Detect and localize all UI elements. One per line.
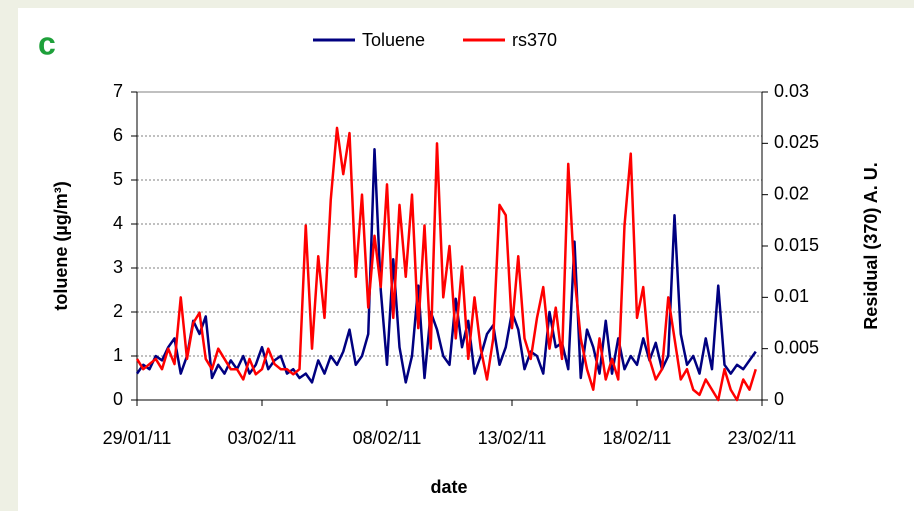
x-tick-label: 29/01/11 bbox=[103, 428, 172, 448]
series-line bbox=[135, 147, 757, 384]
panel-label: c bbox=[38, 25, 56, 61]
y2-tick-label: 0.01 bbox=[774, 286, 809, 306]
y-tick-label: 0 bbox=[113, 389, 123, 409]
y2-tick-label: 0.005 bbox=[774, 337, 819, 357]
series-line bbox=[135, 126, 757, 402]
x-tick-label: 13/02/11 bbox=[478, 428, 547, 448]
y2-tick-label: 0 bbox=[774, 389, 784, 409]
x-axis-title: date bbox=[430, 477, 467, 497]
y2-tick-label: 0.02 bbox=[774, 183, 809, 203]
x-tick-label: 18/02/11 bbox=[603, 428, 672, 448]
y-axis-title: toluene (µg/m³) bbox=[51, 181, 71, 310]
y-tick-label: 7 bbox=[113, 81, 123, 101]
y-tick-label: 6 bbox=[113, 125, 123, 145]
y2-tick-label: 0.025 bbox=[774, 132, 819, 152]
y2-axis-title: Residual (370) A. U. bbox=[861, 162, 881, 329]
y-tick-label: 2 bbox=[113, 301, 123, 321]
x-tick-label: 08/02/11 bbox=[353, 428, 422, 448]
x-tick-label: 03/02/11 bbox=[228, 428, 297, 448]
y2-tick-label: 0.03 bbox=[774, 81, 809, 101]
x-tick-label: 23/02/11 bbox=[728, 428, 797, 448]
y-tick-label: 4 bbox=[113, 213, 123, 233]
y2-tick-label: 0.015 bbox=[774, 235, 819, 255]
legend-label: rs370 bbox=[512, 30, 557, 50]
y-tick-label: 3 bbox=[113, 257, 123, 277]
legend-label: Toluene bbox=[362, 30, 425, 50]
y-tick-label: 5 bbox=[113, 169, 123, 189]
y-tick-label: 1 bbox=[113, 345, 123, 365]
